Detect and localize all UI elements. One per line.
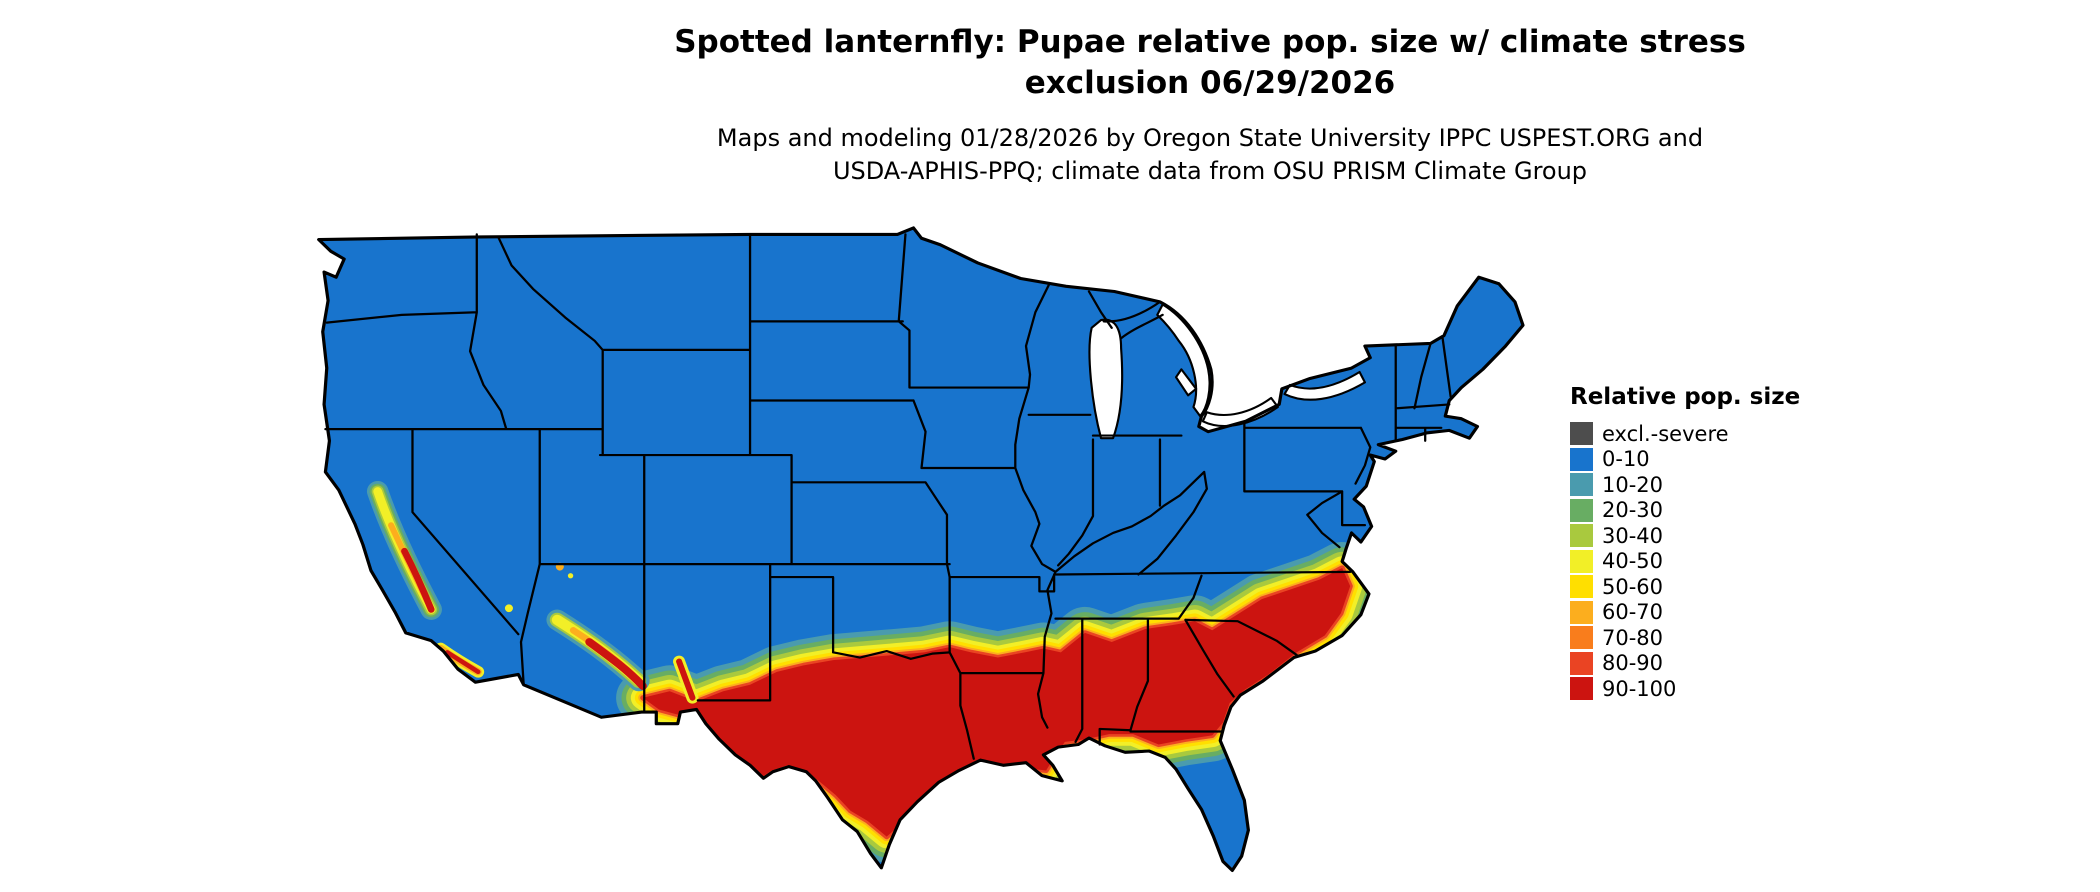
legend-swatch-20-30	[1570, 498, 1593, 522]
map-subtitle: Maps and modeling 01/28/2026 by Oregon S…	[440, 122, 1980, 188]
legend-label-0-10: 0-10	[1602, 447, 1650, 471]
legend-item-40-50: 40-50	[1570, 549, 1800, 573]
cv-core-90-100	[401, 547, 435, 613]
title-line-2: exclusion 06/29/2026	[1024, 65, 1396, 101]
band-core-90-100	[642, 567, 1351, 837]
legend-swatch-60-70	[1570, 600, 1593, 624]
lake-michigan	[1088, 318, 1124, 440]
legend-label-20-30: 20-30	[1602, 498, 1664, 522]
legend-item-30-40: 30-40	[1570, 523, 1800, 548]
legend-label-80-90: 80-90	[1602, 651, 1664, 675]
saginaw-bay	[1174, 368, 1198, 397]
great-lakes	[1088, 303, 1366, 440]
legend-label-70-80: 70-80	[1602, 625, 1664, 650]
speck-nv	[504, 604, 513, 613]
legend-swatch-0-10	[1570, 447, 1593, 471]
legend-item-20-30: 20-30	[1570, 498, 1800, 522]
legend-label-excl-severe: excl.-severe	[1602, 421, 1729, 446]
us-map-svg	[317, 226, 1525, 872]
legend-swatch-50-60	[1570, 575, 1593, 598]
legend-label-30-40: 30-40	[1602, 523, 1664, 548]
legend-title: Relative pop. size	[1570, 384, 1801, 410]
az-core-90-100	[585, 638, 647, 690]
california-valley-hotspot	[366, 481, 442, 620]
legend-swatch-10-20	[1570, 473, 1593, 496]
legend-label-10-20: 10-20	[1602, 472, 1664, 497]
legend-item-90-100: 90-100	[1570, 676, 1800, 701]
us-outline	[317, 226, 1525, 872]
legend-swatch-excl-severe	[1570, 422, 1593, 445]
legend-item-60-70: 60-70	[1570, 600, 1800, 624]
legend-item-50-60: 50-60	[1570, 574, 1800, 599]
state-borders	[324, 233, 1452, 760]
legend-label-90-100: 90-100	[1602, 676, 1677, 701]
legend-swatch-80-90	[1570, 651, 1593, 675]
arizona-hotspot	[546, 609, 699, 704]
title-line-1: Spotted lanternfly: Pupae relative pop. …	[674, 24, 1746, 60]
legend-label-60-70: 60-70	[1602, 600, 1664, 624]
lake-ontario	[1283, 370, 1366, 401]
legend-item-10-20: 10-20	[1570, 472, 1800, 497]
subtitle-line-2: USDA-APHIS-PPQ; climate data from OSU PR…	[832, 157, 1588, 185]
legend-item-excl-severe: excl.-severe	[1570, 421, 1800, 446]
us-risk-map	[308, 224, 1527, 886]
socal-core-90-100	[444, 650, 481, 675]
speck-ut-2	[567, 573, 574, 579]
legend-item-80-90: 80-90	[1570, 651, 1800, 675]
nm-core-90-100	[676, 658, 696, 701]
legend-swatch-30-40	[1570, 524, 1593, 547]
legend-swatch-70-80	[1570, 626, 1593, 649]
map-legend: Relative pop. size excl.-severe 0-10 10-…	[1570, 384, 1800, 703]
legend-item-70-80: 70-80	[1570, 625, 1800, 650]
map-title: Spotted lanternfly: Pupae relative pop. …	[440, 22, 1980, 104]
legend-item-0-10: 0-10	[1570, 447, 1800, 471]
legend-swatch-90-100	[1570, 677, 1593, 700]
legend-label-50-60: 50-60	[1602, 574, 1664, 599]
legend-label-40-50: 40-50	[1602, 549, 1664, 573]
subtitle-line-1: Maps and modeling 01/28/2026 by Oregon S…	[716, 124, 1704, 152]
legend-swatch-40-50	[1570, 549, 1593, 573]
